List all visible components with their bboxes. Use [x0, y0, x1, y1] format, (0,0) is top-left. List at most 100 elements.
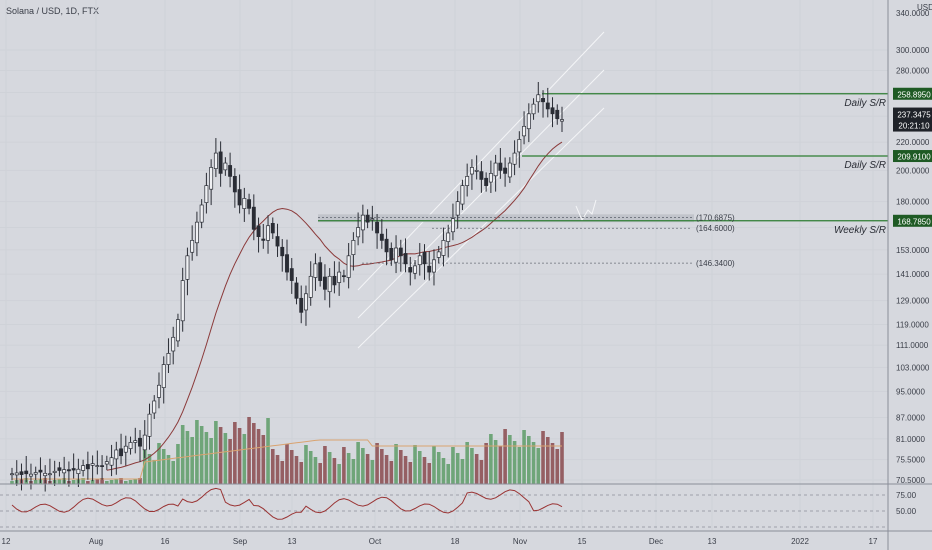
- candle-body: [270, 223, 275, 234]
- candle-body: [493, 162, 498, 177]
- price-tick-label: 111.0000: [896, 341, 929, 350]
- candle-body: [85, 464, 90, 470]
- price-top-label: 340.0000: [896, 9, 930, 18]
- candle-body: [560, 119, 564, 122]
- candle-body: [185, 255, 190, 280]
- price-tick-label: 200.0000: [896, 166, 930, 175]
- candle-body: [304, 293, 308, 311]
- candle-body: [318, 262, 323, 281]
- volume-bar: [342, 447, 346, 484]
- volume-bar: [446, 464, 451, 484]
- candle-body: [57, 467, 62, 471]
- candle-body: [280, 246, 285, 257]
- candle-body: [47, 473, 52, 476]
- price-tick-label: 103.0000: [896, 363, 930, 372]
- volume-bar: [237, 428, 242, 484]
- candle-body: [541, 98, 545, 103]
- candle-body: [488, 173, 493, 183]
- candle-body: [536, 94, 541, 103]
- candle-body: [24, 470, 29, 475]
- volume-bar: [90, 480, 95, 484]
- volume-bar: [275, 455, 280, 484]
- volume-bar: [527, 436, 531, 484]
- candle-body: [351, 240, 356, 255]
- volume-bar: [252, 423, 256, 484]
- volume-bar: [503, 429, 507, 484]
- volume-bar: [318, 463, 322, 484]
- price-tick-label: 87.0000: [896, 414, 925, 423]
- candle-body: [422, 251, 427, 265]
- candle-body: [555, 109, 560, 120]
- volume-bar: [242, 434, 247, 484]
- volume-bar: [10, 481, 14, 484]
- candle-body: [313, 263, 318, 278]
- candle-body: [242, 198, 247, 209]
- volume-bar: [455, 453, 460, 484]
- candle-body: [261, 238, 266, 241]
- volume-bar: [361, 448, 365, 484]
- candle-body: [14, 472, 19, 476]
- volume-bar: [261, 435, 266, 484]
- volume-bar: [81, 478, 85, 484]
- volume-bar: [100, 478, 104, 484]
- candle-body: [531, 103, 536, 115]
- candle-body: [266, 225, 270, 241]
- price-tick-label: 129.0000: [896, 297, 930, 306]
- candles: [10, 81, 564, 492]
- candle-body: [43, 472, 48, 477]
- sr-price-label: 168.7850: [897, 217, 931, 226]
- price-tick-label: 300.0000: [896, 46, 930, 55]
- support-resistance-levels: Daily S/R Daily S/R Weekly S/R (170.6875) (1…: [318, 93, 888, 268]
- time-tick-label: 16: [161, 537, 170, 546]
- candle-body: [507, 162, 512, 178]
- volume-bar: [327, 452, 332, 484]
- volume-bar: [470, 448, 474, 484]
- volume-bar: [394, 444, 398, 484]
- volume-bar: [531, 442, 536, 484]
- time-axis[interactable]: 12 Aug 16 Sep 13 Oct 18 Nov 15 Dec 13 2022 17: [2, 537, 878, 546]
- candle-body: [190, 240, 195, 253]
- volume-bar: [161, 449, 166, 484]
- volume-bar: [323, 446, 327, 484]
- candle-body: [33, 472, 38, 475]
- candle-body: [545, 102, 550, 110]
- time-tick-label: Dec: [649, 537, 663, 546]
- volume-bar: [432, 446, 436, 484]
- price-tick-label: 81.0000: [896, 435, 925, 444]
- sr-price-tag: [893, 214, 932, 227]
- time-tick-label: 13: [288, 537, 297, 546]
- candle-body: [408, 267, 413, 273]
- volume-bar: [465, 442, 469, 484]
- time-tick-label: 18: [451, 537, 460, 546]
- time-tick-label: Nov: [513, 537, 527, 546]
- volume-bar: [417, 451, 422, 484]
- volume-bar: [351, 459, 356, 484]
- candle-body: [365, 214, 370, 223]
- candle-body: [332, 275, 337, 286]
- candle-body: [337, 271, 342, 283]
- candle-body: [100, 465, 105, 467]
- volume-bar: [223, 433, 228, 484]
- rsi-line: [11, 487, 563, 520]
- price-tick-label: 220.0000: [896, 138, 930, 147]
- volume-histogram: [10, 417, 564, 484]
- volume-bar: [109, 480, 114, 484]
- dashed-level-label: (164.6000): [696, 224, 735, 233]
- candle-body: [213, 152, 218, 169]
- sr-price-tag: [893, 87, 932, 100]
- price-tick-label: 95.0000: [896, 387, 925, 396]
- dashed-level-label: (170.6875): [696, 213, 735, 222]
- price-tick-label: 70.5000: [896, 476, 925, 485]
- volume-bar: [142, 448, 147, 484]
- volume-bar: [128, 480, 133, 484]
- volume-bar: [427, 463, 432, 484]
- volume-bar: [218, 427, 223, 484]
- volume-bar: [398, 450, 403, 484]
- volume-bar: [233, 422, 237, 484]
- candle-body: [128, 442, 133, 449]
- volume-bar: [190, 437, 194, 484]
- volume-bar: [337, 464, 341, 484]
